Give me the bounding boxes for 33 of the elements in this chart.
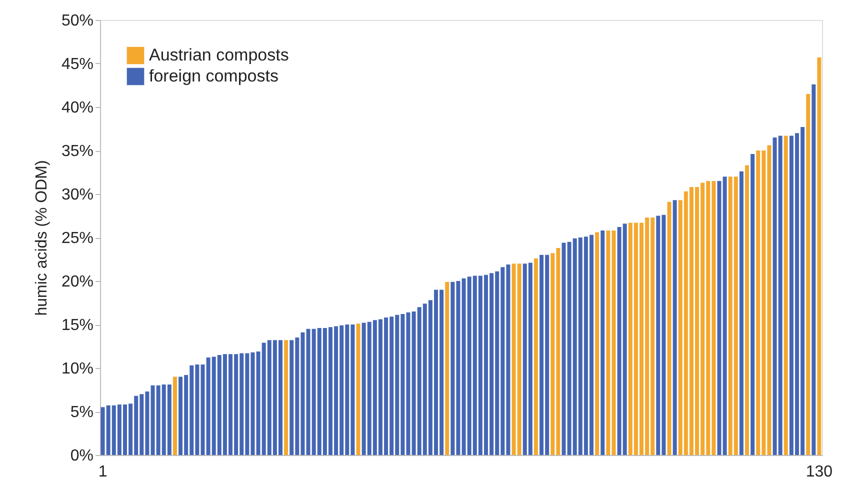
y-tick-label: 5% — [70, 404, 94, 421]
bar — [595, 232, 600, 455]
y-tick-label: 45% — [61, 56, 94, 73]
bar — [284, 340, 288, 455]
x-tick-label: 1 — [98, 464, 108, 480]
bar — [600, 230, 605, 455]
bar — [806, 94, 810, 455]
y-tick-label: 20% — [61, 274, 94, 290]
y-tick-label: 30% — [61, 186, 94, 204]
bar — [817, 57, 822, 455]
bar — [784, 136, 788, 455]
x-tick-label: 130 — [806, 464, 833, 480]
y-tick-label: 40% — [61, 100, 94, 116]
y-tick-label: 15% — [61, 317, 94, 334]
bar — [356, 324, 360, 455]
y-tick-label: 25% — [61, 230, 94, 247]
bar — [667, 202, 672, 455]
bar — [445, 282, 450, 455]
legend-label: foreign composts — [149, 66, 278, 86]
legend-label: Austrian composts — [149, 46, 289, 64]
bar — [562, 242, 566, 455]
bar — [812, 84, 816, 455]
y-tick-label: 0% — [70, 448, 94, 464]
y-tick-label: 50% — [61, 12, 94, 30]
y-tick-label: 35% — [61, 143, 94, 160]
bar — [739, 171, 744, 455]
bar — [750, 154, 755, 455]
y-axis-title: humic acids (% ODM) — [33, 160, 50, 316]
bar — [745, 165, 750, 455]
bar — [672, 200, 677, 455]
bar — [172, 376, 177, 455]
y-tick-label: 10% — [61, 360, 94, 378]
bar — [534, 258, 538, 455]
